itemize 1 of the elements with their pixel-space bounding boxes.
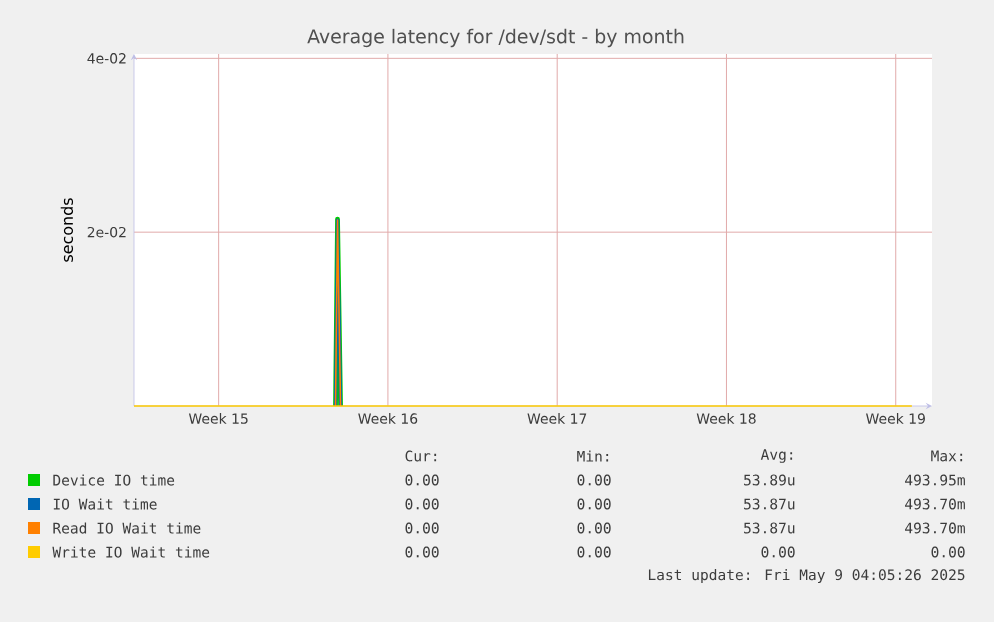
chart-title: Average latency for /dev/sdt - by month	[307, 28, 684, 48]
